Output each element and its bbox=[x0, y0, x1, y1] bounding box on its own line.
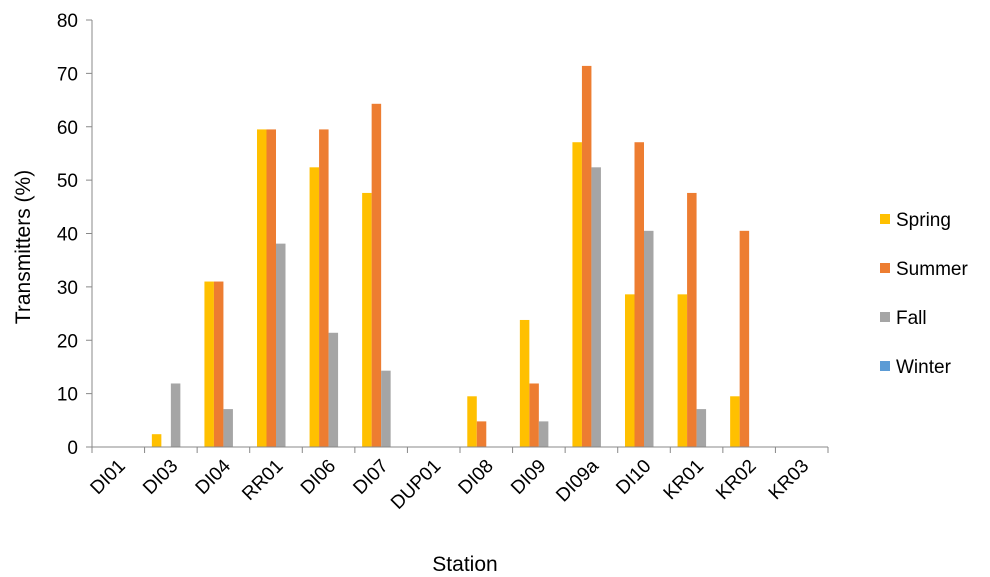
y-tick-label: 40 bbox=[57, 225, 78, 246]
bar-fall-di09a bbox=[591, 167, 601, 447]
bar-spring-di06 bbox=[309, 167, 320, 447]
x-tick-label: DI09a bbox=[552, 455, 603, 506]
bar-spring-di04 bbox=[204, 281, 214, 447]
y-tick-label: 20 bbox=[57, 331, 78, 352]
legend-label-spring: Spring bbox=[896, 210, 951, 231]
bar-summer-di10 bbox=[634, 142, 644, 447]
bar-spring-di07 bbox=[362, 192, 372, 447]
y-axis-title: Transmitters (%) bbox=[12, 170, 35, 324]
bar-summer-di06 bbox=[319, 129, 329, 447]
bar-fall-di10 bbox=[644, 230, 654, 447]
x-tick-label: DI08 bbox=[455, 456, 498, 499]
y-tick-label: 10 bbox=[57, 385, 78, 406]
legend: Spring Summer Fall Winter bbox=[880, 210, 968, 378]
bar-spring-kr01 bbox=[677, 294, 688, 447]
bar-summer-di08 bbox=[476, 421, 487, 447]
legend-swatch-winter bbox=[880, 361, 890, 371]
y-tick-label: 60 bbox=[57, 118, 78, 139]
bar-summer-di04 bbox=[213, 281, 224, 447]
bar-fall-kr01 bbox=[696, 409, 707, 447]
x-tick-label: DUP01 bbox=[387, 456, 445, 514]
x-tick-label: DI09 bbox=[507, 456, 550, 499]
bar-summer-kr02 bbox=[739, 230, 750, 447]
bar-summer-di09 bbox=[529, 383, 539, 447]
legend-label-fall: Fall bbox=[896, 308, 927, 329]
y-tick-label: 50 bbox=[57, 171, 78, 192]
bar-summer-di07 bbox=[371, 103, 382, 447]
bar-summer-rr01 bbox=[266, 129, 276, 447]
x-tick-label: KR03 bbox=[765, 456, 813, 504]
y-tick-label: 0 bbox=[67, 438, 78, 459]
bar-fall-rr01 bbox=[276, 243, 286, 447]
bar-summer-kr01 bbox=[687, 192, 697, 447]
bar-fall-di09 bbox=[538, 421, 549, 447]
legend-label-summer: Summer bbox=[896, 259, 968, 280]
bar-spring-rr01 bbox=[257, 129, 267, 447]
bars-group bbox=[151, 65, 750, 447]
legend-label-winter: Winter bbox=[896, 357, 952, 378]
x-tick-label: KR01 bbox=[660, 456, 708, 504]
y-tick-label: 80 bbox=[57, 11, 78, 32]
legend-swatch-spring bbox=[880, 214, 890, 224]
x-tick-label: KR02 bbox=[712, 456, 760, 504]
x-axis-title: Station bbox=[432, 553, 497, 576]
x-tick-label: DI06 bbox=[297, 456, 340, 499]
y-tick-label: 30 bbox=[57, 278, 78, 299]
bar-spring-di08 bbox=[467, 396, 477, 447]
bar-spring-di03 bbox=[151, 434, 162, 447]
bar-summer-di09a bbox=[581, 65, 592, 447]
x-tick-label: DI01 bbox=[87, 456, 130, 499]
bar-fall-di04 bbox=[223, 409, 233, 447]
legend-swatch-fall bbox=[880, 312, 890, 322]
y-tick-label: 70 bbox=[57, 64, 78, 85]
bar-spring-kr02 bbox=[730, 396, 740, 447]
legend-swatch-summer bbox=[880, 263, 890, 273]
bar-fall-di06 bbox=[328, 332, 339, 447]
x-tick-label: DI04 bbox=[192, 455, 236, 499]
x-tick-label: DI10 bbox=[612, 456, 655, 499]
bar-spring-di09a bbox=[572, 142, 582, 447]
x-tick-label: DI07 bbox=[349, 456, 392, 499]
bar-fall-di07 bbox=[381, 370, 391, 447]
x-tick-label: RR01 bbox=[238, 456, 287, 505]
bar-fall-di03 bbox=[170, 383, 181, 447]
y-axis-ticks: 0 10 20 30 40 50 60 70 80 bbox=[57, 11, 92, 459]
bar-spring-di10 bbox=[625, 294, 635, 447]
x-tick-label: DI03 bbox=[139, 456, 182, 499]
bar-spring-di09 bbox=[519, 319, 530, 447]
